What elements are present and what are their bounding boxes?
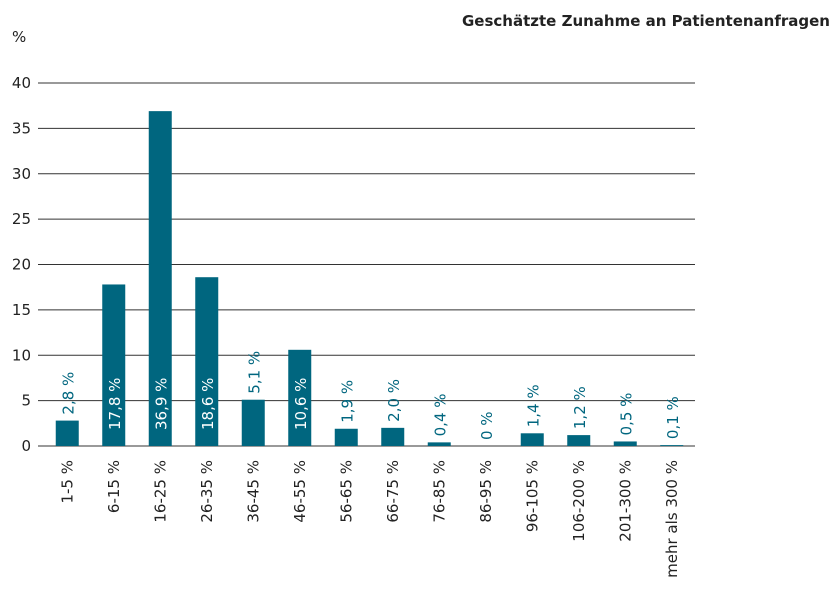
x-tick-label: 201-300 %	[616, 460, 634, 542]
y-tick-label: 0	[21, 437, 31, 455]
bar	[55, 420, 79, 446]
x-tick-label: 56-65 %	[337, 460, 355, 523]
bar	[148, 111, 172, 446]
x-tick-label: 36-45 %	[244, 460, 262, 523]
x-tick-label: 86-95 %	[477, 460, 495, 523]
x-tick-label: 16-25 %	[151, 460, 169, 523]
bar	[288, 349, 312, 446]
y-tick-label: 5	[21, 392, 31, 410]
value-label: 18,6 %	[199, 378, 217, 430]
bar	[334, 428, 358, 446]
x-tick-label: 6-15 %	[105, 460, 123, 513]
value-label: 2,8 %	[59, 372, 77, 415]
y-tick-label: 10	[12, 346, 31, 364]
x-tick-label: 96-105 %	[523, 460, 541, 532]
bar	[520, 433, 544, 446]
chart-title: Geschätzte Zunahme an Patientenanfragen	[462, 12, 830, 30]
value-label: 5,1 %	[245, 351, 263, 394]
value-label: 17,8 %	[106, 378, 124, 430]
bar	[427, 442, 451, 446]
value-label: 2,0 %	[385, 379, 403, 422]
x-tick-label: 26-35 %	[198, 460, 216, 523]
bar	[102, 284, 126, 446]
y-tick-label: 35	[12, 119, 31, 137]
x-tick-label: 1-5 %	[58, 460, 76, 504]
bar	[567, 435, 591, 446]
x-tick-label: 66-75 %	[384, 460, 402, 523]
y-tick-label: 40	[12, 74, 31, 92]
x-tick-label: 106-200 %	[570, 460, 588, 542]
bar	[660, 445, 684, 446]
bar	[613, 441, 637, 446]
bar	[381, 427, 405, 446]
value-label: 0,4 %	[431, 393, 449, 436]
y-tick-label: 20	[12, 256, 31, 274]
y-axis-label: %	[12, 28, 26, 46]
value-label: 1,9 %	[338, 380, 356, 423]
y-tick-label: 30	[12, 165, 31, 183]
y-tick-label: 15	[12, 301, 31, 319]
bar	[195, 277, 219, 446]
value-label: 0,1 %	[664, 396, 682, 439]
value-label: 0,5 %	[617, 393, 635, 436]
value-label: 1,4 %	[524, 384, 542, 427]
y-tick-label: 25	[12, 210, 31, 228]
value-label: 36,9 %	[152, 378, 170, 430]
value-label: 1,2 %	[571, 386, 589, 429]
bar	[241, 399, 265, 446]
x-tick-label: mehr als 300 %	[663, 460, 681, 578]
x-tick-label: 46-55 %	[291, 460, 309, 523]
value-label: 0 %	[478, 411, 496, 440]
x-tick-label: 76-85 %	[430, 460, 448, 523]
value-label: 10,6 %	[292, 378, 310, 430]
